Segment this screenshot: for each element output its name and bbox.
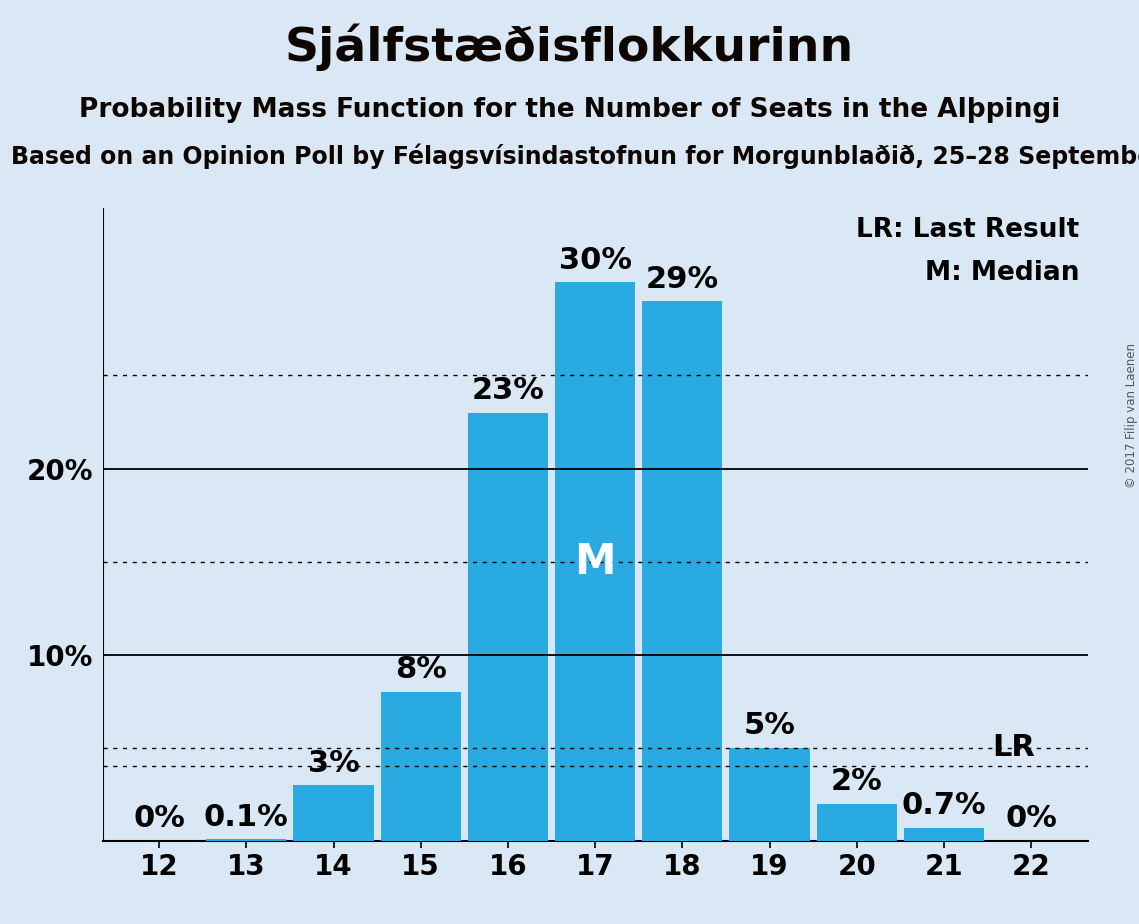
Text: 30%: 30% bbox=[558, 246, 632, 275]
Text: 23%: 23% bbox=[472, 376, 544, 406]
Text: 0%: 0% bbox=[1005, 805, 1057, 833]
Bar bbox=[555, 283, 636, 841]
Text: Based on an Opinion Poll by Félagsvísindastofnun for Morgunblaðið, 25–28 Septemb: Based on an Opinion Poll by Félagsvísind… bbox=[11, 143, 1139, 169]
Bar bbox=[380, 692, 461, 841]
Bar bbox=[729, 748, 810, 841]
Text: 5%: 5% bbox=[744, 711, 795, 740]
Text: Probability Mass Function for the Number of Seats in the Alþpingi: Probability Mass Function for the Number… bbox=[79, 97, 1060, 123]
Bar bbox=[468, 413, 548, 841]
Text: Sjálfstæðisflokkurinn: Sjálfstæðisflokkurinn bbox=[285, 23, 854, 70]
Text: 8%: 8% bbox=[395, 655, 446, 685]
Bar bbox=[206, 839, 287, 841]
Text: © 2017 Filip van Laenen: © 2017 Filip van Laenen bbox=[1124, 344, 1138, 488]
Bar bbox=[817, 804, 896, 841]
Bar bbox=[903, 828, 984, 841]
Bar bbox=[294, 785, 374, 841]
Text: 29%: 29% bbox=[646, 264, 719, 294]
Bar bbox=[642, 301, 722, 841]
Text: M: M bbox=[574, 541, 616, 583]
Text: LR: LR bbox=[992, 733, 1034, 761]
Text: 0.1%: 0.1% bbox=[204, 803, 289, 832]
Text: 3%: 3% bbox=[308, 748, 360, 778]
Text: LR: Last Result: LR: Last Result bbox=[855, 217, 1079, 243]
Text: M: Median: M: Median bbox=[925, 260, 1079, 286]
Text: 0%: 0% bbox=[133, 805, 186, 833]
Text: 0.7%: 0.7% bbox=[902, 791, 986, 821]
Text: 2%: 2% bbox=[830, 767, 883, 796]
